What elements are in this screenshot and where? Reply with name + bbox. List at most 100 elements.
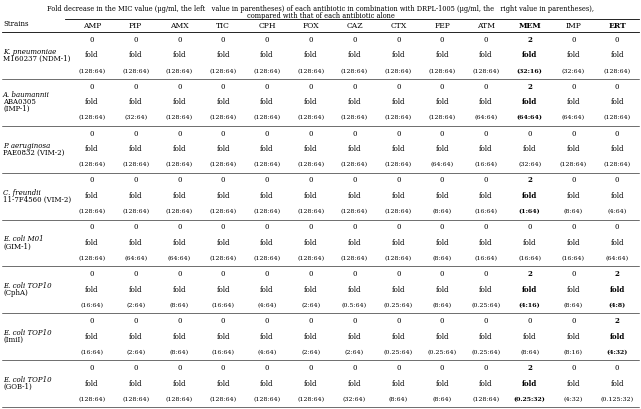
Text: (16:64): (16:64)	[518, 256, 541, 261]
Text: (IMP-1): (IMP-1)	[3, 105, 29, 113]
Text: 0: 0	[615, 176, 619, 184]
Text: fold: fold	[85, 380, 99, 388]
Text: fold: fold	[217, 286, 230, 294]
Text: K. pneumoniae: K. pneumoniae	[3, 48, 56, 56]
Text: 0: 0	[571, 317, 576, 325]
Text: P. aeruginosa: P. aeruginosa	[3, 142, 50, 150]
Text: 0: 0	[308, 83, 313, 91]
Text: A. baumannii: A. baumannii	[3, 91, 50, 99]
Text: FOX: FOX	[303, 22, 319, 30]
Text: (128:64): (128:64)	[166, 68, 193, 74]
Text: 0: 0	[615, 36, 619, 44]
Text: 0: 0	[528, 130, 532, 137]
Text: 0: 0	[615, 83, 619, 91]
Text: 0: 0	[221, 317, 226, 325]
Text: (4:32): (4:32)	[606, 350, 628, 355]
Text: (128:64): (128:64)	[253, 256, 281, 261]
Text: 0: 0	[308, 364, 313, 372]
Text: fold: fold	[85, 98, 99, 106]
Text: 0: 0	[177, 317, 181, 325]
Text: (128:64): (128:64)	[341, 115, 368, 121]
Text: (128:64): (128:64)	[122, 209, 149, 214]
Text: (4:64): (4:64)	[608, 209, 627, 214]
Text: fold: fold	[522, 380, 537, 388]
Text: fold: fold	[129, 380, 142, 388]
Text: 0: 0	[221, 36, 226, 44]
Text: 0: 0	[571, 364, 576, 372]
Text: (128:64): (128:64)	[341, 68, 368, 74]
Text: 0: 0	[177, 83, 181, 91]
Text: fold: fold	[392, 52, 405, 59]
Text: fold: fold	[610, 380, 624, 388]
Text: fold: fold	[217, 380, 230, 388]
Text: 0: 0	[265, 364, 269, 372]
Text: fold: fold	[435, 239, 449, 247]
Text: fold: fold	[435, 192, 449, 200]
Text: (0.25:64): (0.25:64)	[428, 350, 456, 355]
Text: (0.25:32): (0.25:32)	[513, 397, 545, 402]
Text: 0: 0	[177, 130, 181, 137]
Text: (128:64): (128:64)	[341, 256, 368, 261]
Text: (2:64): (2:64)	[126, 350, 146, 355]
Text: 0: 0	[528, 223, 532, 231]
Text: fold: fold	[479, 192, 492, 200]
Text: M160237 (NDM-1): M160237 (NDM-1)	[3, 55, 71, 63]
Text: (128:64): (128:64)	[472, 397, 499, 402]
Text: (16:64): (16:64)	[212, 303, 235, 308]
Text: 0: 0	[90, 223, 94, 231]
Text: fold: fold	[435, 145, 449, 153]
Text: 0: 0	[177, 270, 181, 278]
Text: (64:64): (64:64)	[606, 256, 629, 261]
Text: fold: fold	[522, 98, 537, 106]
Text: (128:64): (128:64)	[166, 162, 193, 167]
Text: 0: 0	[571, 36, 576, 44]
Text: fold: fold	[129, 52, 142, 59]
Text: E. coli TOP10: E. coli TOP10	[3, 329, 52, 337]
Text: 0: 0	[133, 176, 138, 184]
Text: fold: fold	[479, 145, 492, 153]
Text: fold: fold	[304, 239, 317, 247]
Text: fold: fold	[522, 192, 537, 200]
Text: (32:16): (32:16)	[517, 68, 542, 74]
Text: (128:64): (128:64)	[210, 162, 237, 167]
Text: (16:64): (16:64)	[80, 350, 103, 355]
Text: 0: 0	[177, 364, 181, 372]
Text: fold: fold	[217, 52, 230, 59]
Text: (128:64): (128:64)	[166, 115, 193, 121]
Text: 0: 0	[221, 130, 226, 137]
Text: 0: 0	[396, 223, 401, 231]
Text: (0.25:64): (0.25:64)	[471, 350, 501, 355]
Text: (0.25:64): (0.25:64)	[471, 303, 501, 308]
Text: fold: fold	[260, 192, 274, 200]
Text: fold: fold	[567, 192, 580, 200]
Text: 0: 0	[483, 317, 488, 325]
Text: fold: fold	[610, 52, 624, 59]
Text: fold: fold	[610, 192, 624, 200]
Text: (8:64): (8:64)	[433, 397, 452, 402]
Text: compared with that of each antibiotic alone: compared with that of each antibiotic al…	[247, 12, 394, 20]
Text: (GIM-1): (GIM-1)	[3, 243, 31, 250]
Text: 0: 0	[221, 83, 226, 91]
Text: 0: 0	[265, 317, 269, 325]
Text: (128:64): (128:64)	[210, 256, 237, 261]
Text: (2:64): (2:64)	[126, 303, 146, 308]
Text: 0: 0	[483, 36, 488, 44]
Text: (128:64): (128:64)	[560, 162, 587, 167]
Text: fold: fold	[348, 192, 362, 200]
Text: (16:64): (16:64)	[474, 209, 497, 214]
Text: fold: fold	[435, 98, 449, 106]
Text: PAE0832 (VIM-2): PAE0832 (VIM-2)	[3, 149, 64, 157]
Text: fold: fold	[85, 333, 99, 341]
Text: fold: fold	[348, 333, 362, 341]
Text: 0: 0	[396, 176, 401, 184]
Text: fold: fold	[479, 333, 492, 341]
Text: 0: 0	[221, 364, 226, 372]
Text: (8:64): (8:64)	[170, 303, 189, 308]
Text: 0: 0	[133, 223, 138, 231]
Text: (8:64): (8:64)	[520, 350, 539, 355]
Text: 0: 0	[90, 176, 94, 184]
Text: (128:64): (128:64)	[210, 68, 237, 74]
Text: (64:64): (64:64)	[168, 256, 191, 261]
Text: 0: 0	[265, 176, 269, 184]
Text: fold: fold	[567, 380, 580, 388]
